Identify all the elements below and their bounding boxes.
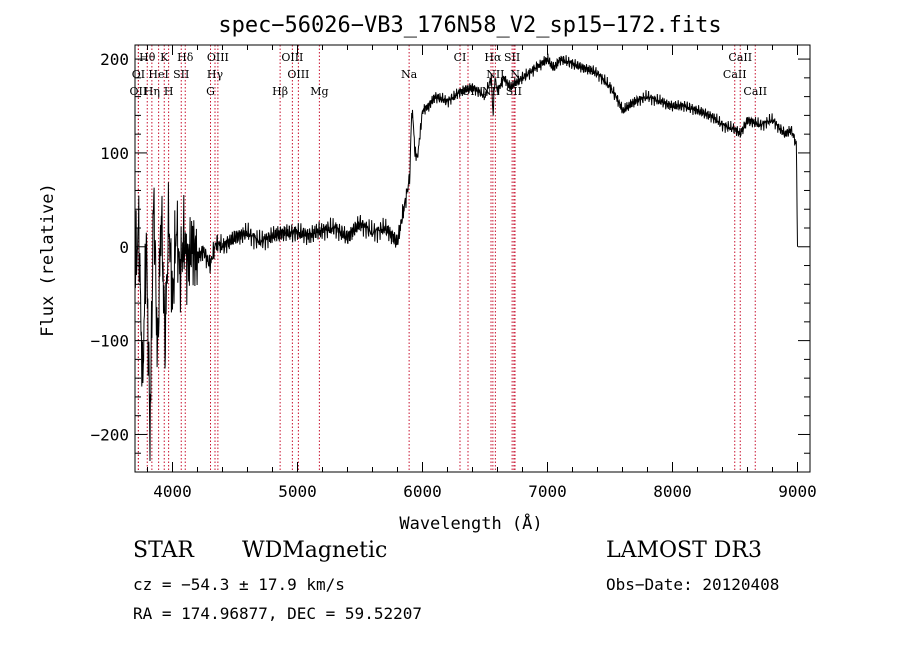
- y-axis-label: Flux (relative): [38, 183, 58, 337]
- line-marker-label: Hα: [484, 51, 502, 64]
- line-marker-label: SII: [173, 68, 189, 81]
- x-tick-label: 4000: [153, 482, 192, 501]
- spectrum-line: [134, 53, 798, 462]
- line-marker-label: OIII: [287, 68, 309, 81]
- line-marker-label: Hβ: [272, 85, 288, 98]
- line-marker-label: CI: [454, 51, 467, 64]
- x-tick-label: 7000: [528, 482, 567, 501]
- line-marker-label: Hη: [144, 85, 160, 98]
- axis-ticks: 4000 5000 6000 7000 8000 9000 −200 −100 0 100 200: [90, 45, 817, 501]
- line-marker-label: H: [164, 85, 174, 98]
- line-marker-label: SII: [504, 51, 520, 64]
- line-marker-label: Na: [401, 68, 418, 81]
- x-axis-label: Wavelength (Å): [399, 512, 542, 534]
- object-subclass: WDMagnetic: [242, 538, 388, 563]
- redshift-cz: cz = −54.3 ± 17.9 km/s: [133, 575, 345, 594]
- line-marker-label: HeI: [148, 68, 168, 81]
- line-marker-label: CaII: [743, 85, 767, 98]
- plot-frame: [134, 44, 811, 473]
- line-marker-label: Hθ: [139, 51, 156, 64]
- line-marker-lines: [137, 45, 756, 472]
- x-tick-label: 5000: [278, 482, 317, 501]
- line-marker-label: OIII: [281, 51, 303, 64]
- coordinates: RA = 174.96877, DEC = 59.52207: [133, 604, 422, 623]
- y-tick-label: 200: [100, 50, 129, 69]
- line-marker-label: OII: [130, 85, 148, 98]
- line-marker-label: OIII: [207, 51, 229, 64]
- y-tick-label: 0: [119, 238, 129, 257]
- observation-date: Obs−Date: 20120408: [606, 575, 780, 594]
- y-tick-label: −200: [90, 425, 129, 444]
- x-tick-label: 8000: [653, 482, 692, 501]
- line-marker-label: CaII: [728, 51, 752, 64]
- line-marker-label: Hγ: [207, 68, 224, 81]
- line-marker-label: Mg: [310, 85, 328, 98]
- chart-title: spec−56026−VB3_176N58_V2_sp15−172.fits: [218, 13, 721, 38]
- x-tick-label: 9000: [778, 482, 817, 501]
- line-marker-label: Hδ: [177, 51, 194, 64]
- line-marker-label: K: [160, 51, 169, 64]
- object-class: STAR: [133, 538, 194, 563]
- y-tick-label: 100: [100, 144, 129, 163]
- line-marker-label: G: [206, 85, 215, 98]
- line-marker-label: CaII: [723, 68, 747, 81]
- y-tick-label: −100: [90, 332, 129, 351]
- line-marker-label: N: [510, 68, 520, 81]
- line-marker-label: OI: [132, 68, 145, 81]
- x-tick-label: 6000: [403, 482, 442, 501]
- survey-name: LAMOST DR3: [606, 538, 762, 563]
